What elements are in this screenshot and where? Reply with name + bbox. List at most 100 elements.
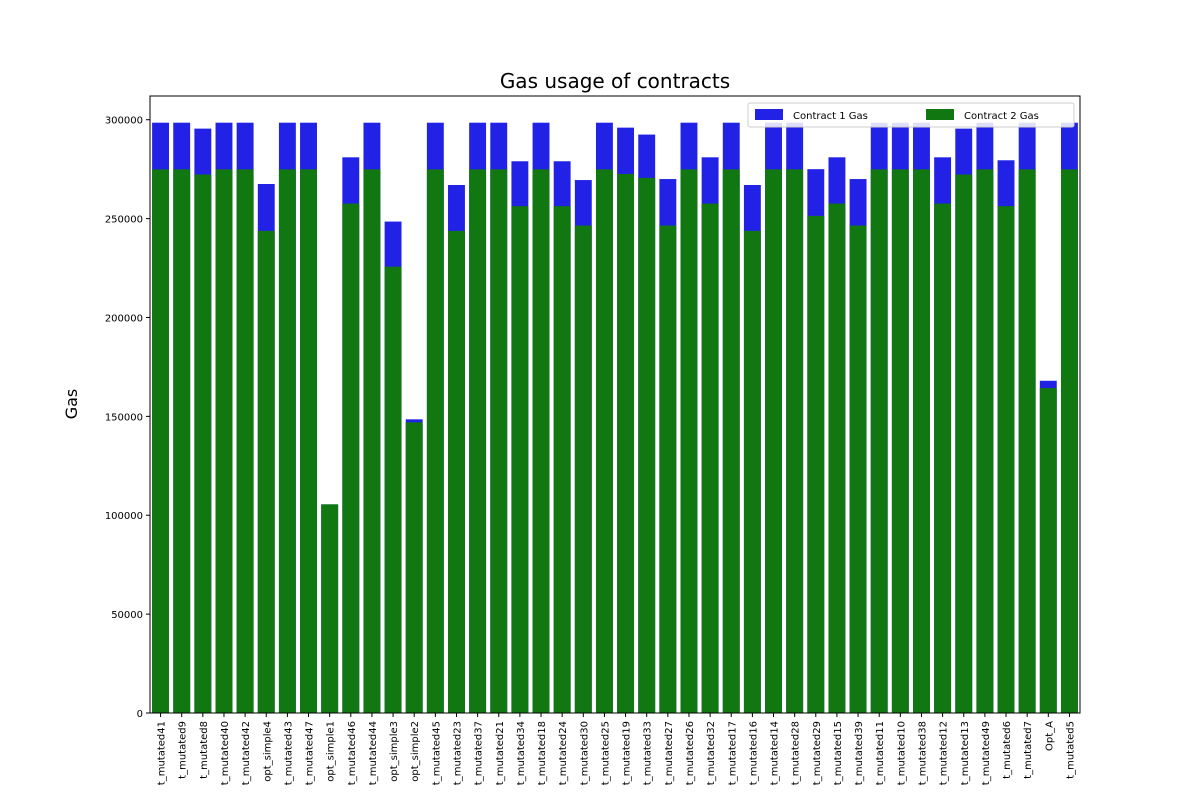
legend-box (747, 102, 1075, 128)
bar-contract2-20 (574, 225, 592, 713)
bar-contract2-33 (849, 225, 867, 713)
bar-contract2-1 (173, 169, 191, 714)
bar-contract2-31 (807, 215, 825, 713)
y-tick-label: 250000 (105, 215, 143, 226)
bar-contract2-13 (426, 169, 444, 714)
chart-title: Gas usage of contracts (500, 69, 730, 93)
bar-contract2-32 (828, 203, 846, 714)
y-axis-ticks: 0 50000 100000 150000 200000 250000 300000 (105, 116, 150, 720)
bar-contract2-2 (194, 174, 212, 714)
bar-contract2-16 (490, 169, 508, 714)
plot-frame (149, 95, 1081, 714)
x-tick-label: t_mutated42 (241, 721, 252, 785)
x-tick-label: t_mutated25 (600, 721, 611, 785)
bar-contract2-11 (384, 266, 402, 713)
legend-label: Contract 1 Gas (793, 111, 868, 122)
x-tick-label: t_mutated24 (558, 721, 569, 785)
bar-contract2-41 (1018, 169, 1036, 714)
bar-contract2-9 (342, 203, 360, 714)
bar-contract2-21 (595, 169, 613, 714)
x-tick-label: t_mutated11 (875, 721, 886, 785)
bar-contract2-34 (870, 169, 888, 714)
bar-contract2-17 (511, 206, 529, 713)
x-tick-label: t_mutated45 (431, 721, 442, 785)
x-tick-label: t_mutated27 (664, 721, 675, 785)
x-tick-label: t_mutated37 (474, 721, 485, 785)
x-tick-label: Opt_A (1044, 721, 1055, 751)
bar-contract2-10 (363, 169, 381, 714)
bar-contract2-25 (680, 169, 698, 714)
x-tick-label: t_mutated9 (178, 721, 189, 779)
legend-swatch (926, 109, 954, 120)
bar-contract2-4 (236, 169, 254, 714)
bar-contract2-29 (765, 169, 782, 714)
x-tick-label: t_mutated5 (1065, 721, 1076, 779)
y-tick-label: 100000 (105, 511, 143, 522)
x-tick-label: t_mutated7 (1023, 721, 1034, 779)
x-tick-label: t_mutated40 (220, 721, 231, 785)
x-axis-ticks: t_mutated41 t_mutated9 t_mutated8 t_mutated… (157, 713, 1076, 785)
x-tick-label: t_mutated41 (157, 721, 168, 785)
bar-contract2-40 (997, 206, 1015, 713)
bar-contract2-38 (955, 174, 973, 714)
x-tick-label: t_mutated29 (812, 721, 823, 785)
bar-contract2-23 (638, 177, 656, 713)
bar-contract2-5 (257, 230, 275, 713)
x-tick-label: t_mutated49 (981, 721, 992, 785)
bar-contract2-30 (786, 169, 804, 714)
y-tick-label: 300000 (105, 116, 143, 127)
x-tick-label: t_mutated15 (833, 721, 844, 785)
x-tick-label: t_mutated10 (896, 721, 907, 785)
y-tick-label: 50000 (111, 610, 143, 621)
bar-contract2-15 (469, 169, 487, 714)
y-tick-label: 0 (137, 709, 143, 720)
bar-contract2-36 (913, 169, 930, 714)
bar-contract2-26 (701, 203, 719, 714)
x-tick-label: t_mutated34 (516, 721, 527, 785)
x-tick-label: t_mutated21 (495, 721, 506, 785)
bar-contract2-19 (553, 206, 571, 713)
bar-contract2-12 (405, 422, 423, 713)
x-tick-label: t_mutated13 (960, 721, 971, 785)
x-tick-label: t_mutated26 (685, 721, 696, 785)
legend-swatch (755, 109, 783, 120)
x-tick-label: t_mutated32 (706, 721, 717, 785)
bars-layer (152, 122, 1078, 714)
bar-contract2-35 (891, 169, 909, 714)
x-tick-label: t_mutated39 (854, 721, 865, 785)
legend-label: Contract 2 Gas (964, 111, 1039, 122)
x-tick-label: opt_simple4 (262, 721, 273, 782)
bar-contract2-0 (152, 169, 170, 714)
bar-contract2-43 (1060, 169, 1078, 714)
x-tick-label: t_mutated30 (579, 721, 590, 785)
x-tick-label: t_mutated46 (347, 721, 358, 785)
bar-contract2-6 (278, 169, 296, 714)
legend: Contract 1 Gas Contract 2 Gas (747, 102, 1075, 128)
bar-contract2-27 (722, 169, 740, 714)
bar-contract2-24 (659, 225, 677, 713)
bar-contract2-14 (448, 230, 465, 713)
x-tick-label: t_mutated47 (305, 721, 316, 785)
x-tick-label: opt_simple1 (326, 721, 337, 782)
y-tick-label: 150000 (105, 412, 143, 423)
x-tick-label: t_mutated38 (917, 721, 928, 785)
x-tick-label: t_mutated43 (283, 721, 294, 785)
bar-contract2-18 (532, 169, 550, 714)
x-tick-label: opt_simple3 (389, 721, 400, 782)
bar-contract2-7 (300, 169, 317, 714)
bar-contract2-42 (1039, 388, 1057, 713)
bar-contract2-28 (743, 230, 761, 713)
bar-contract2-22 (617, 173, 635, 714)
x-tick-label: t_mutated14 (770, 721, 781, 785)
x-tick-label: opt_simple2 (410, 721, 421, 782)
x-tick-label: t_mutated17 (727, 721, 738, 785)
x-tick-label: t_mutated33 (643, 721, 654, 785)
y-axis-label: Gas (62, 389, 81, 420)
x-tick-label: t_mutated16 (748, 721, 759, 785)
x-tick-label: t_mutated23 (452, 721, 463, 785)
x-tick-label: t_mutated8 (199, 721, 210, 779)
bar-contract2-3 (215, 169, 233, 714)
x-tick-label: t_mutated18 (537, 721, 548, 785)
bar-contract2-37 (934, 203, 952, 714)
